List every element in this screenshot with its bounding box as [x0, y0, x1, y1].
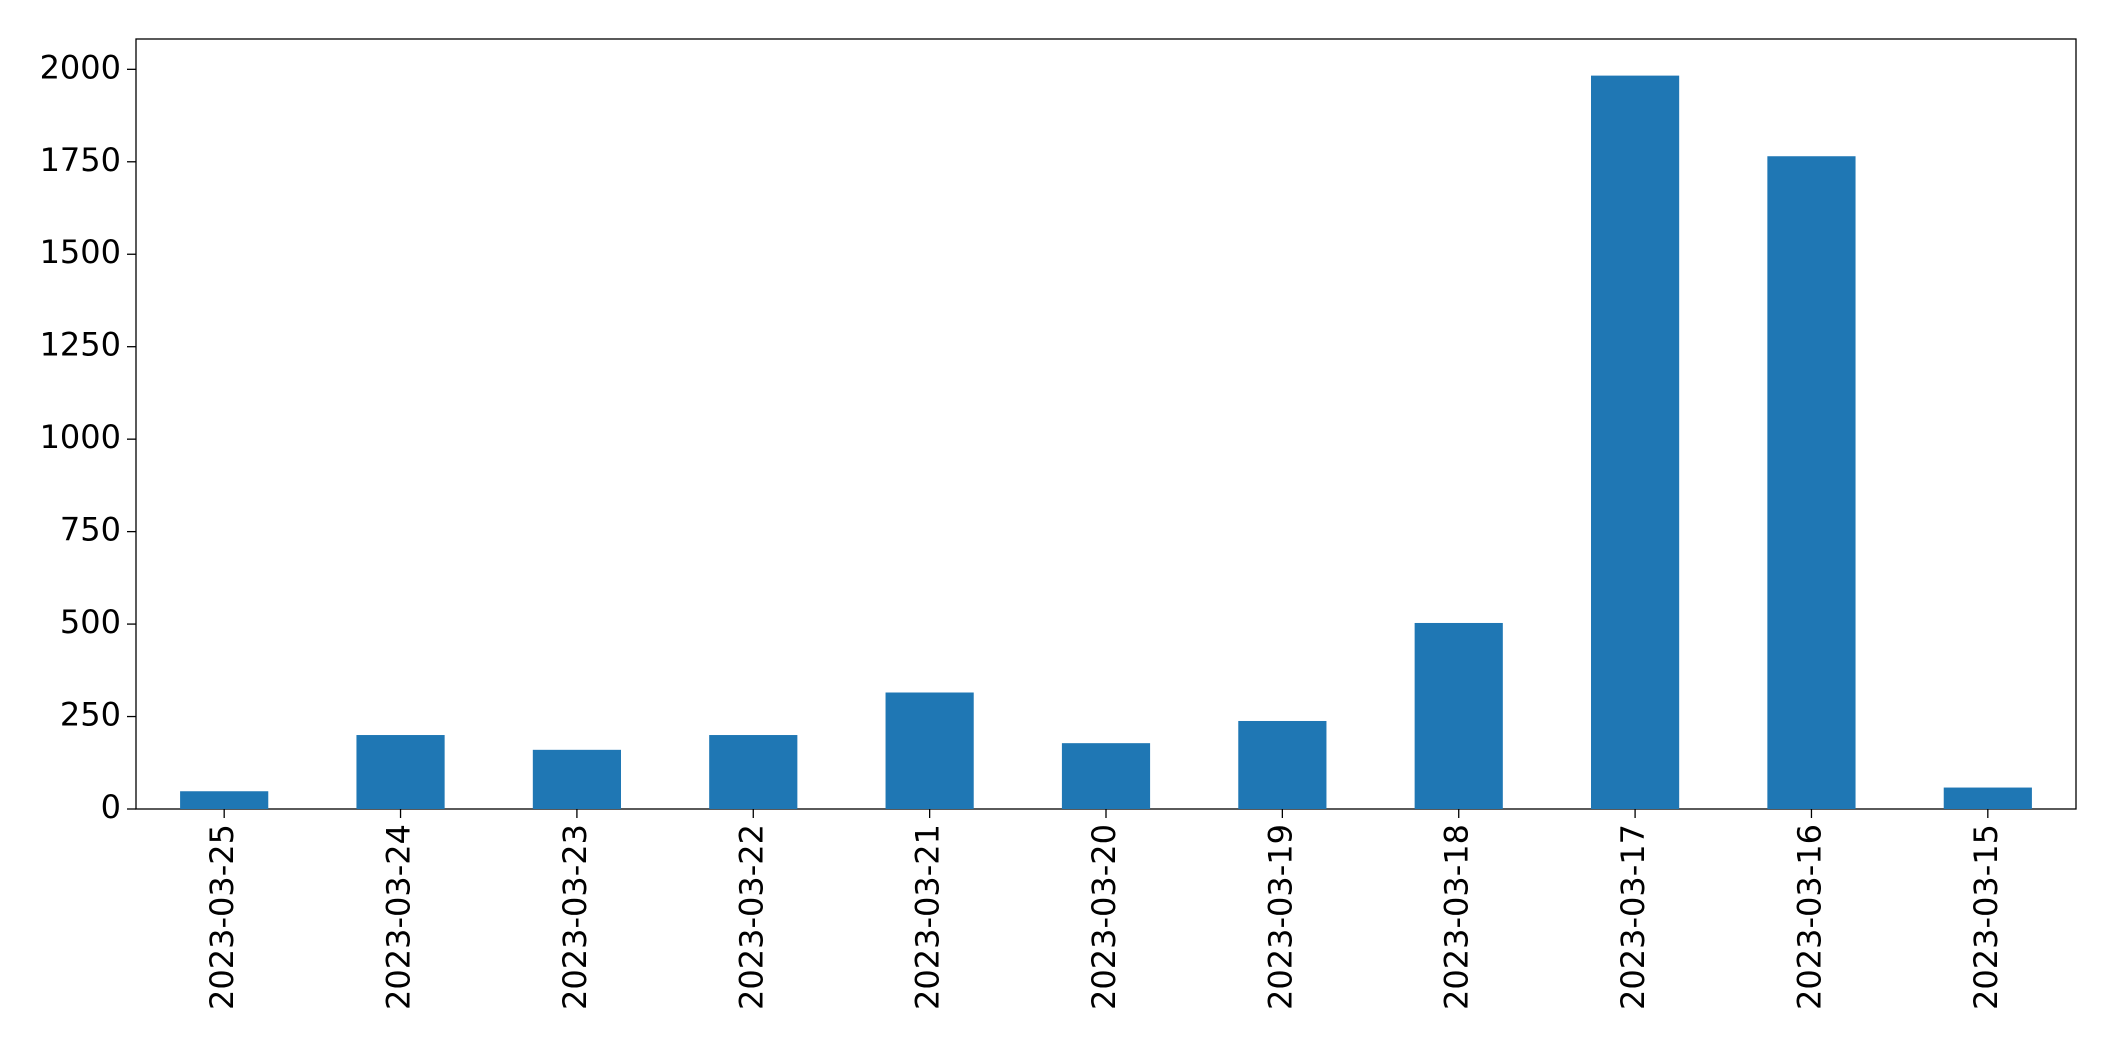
y-tick-label: 1250: [40, 326, 121, 364]
x-tick-label: 2023-03-17: [1614, 824, 1652, 1010]
y-tick-label: 0: [101, 788, 121, 826]
bar: [180, 791, 269, 809]
y-tick-label: 1000: [40, 418, 121, 456]
x-tick-label: 2023-03-18: [1438, 824, 1476, 1010]
x-tick-label: 2023-03-20: [1085, 824, 1123, 1010]
x-tick-label: 2023-03-24: [380, 824, 418, 1010]
x-tick-label: 2023-03-19: [1261, 824, 1299, 1010]
bar: [532, 749, 621, 809]
bar: [1943, 787, 2032, 809]
x-tick-label: 2023-03-21: [909, 824, 947, 1010]
y-tick-label: 1500: [40, 233, 121, 271]
y-tick-label: 250: [60, 696, 121, 734]
x-tick-label: 2023-03-16: [1790, 824, 1828, 1010]
bar: [1238, 720, 1327, 809]
x-tick-label: 2023-03-22: [732, 824, 770, 1010]
bar: [1767, 156, 1856, 810]
bar: [1591, 75, 1680, 809]
y-tick-label: 750: [60, 511, 121, 549]
x-tick-label: 2023-03-15: [1967, 824, 2005, 1010]
bar: [885, 692, 974, 809]
x-tick-label: 2023-03-23: [556, 824, 594, 1010]
bar: [356, 735, 445, 809]
y-tick-label: 2000: [40, 48, 121, 86]
y-tick-label: 500: [60, 603, 121, 641]
y-tick-label: 1750: [40, 141, 121, 179]
x-tick-label: 2023-03-25: [203, 824, 241, 1010]
bar: [709, 735, 798, 809]
bar: [1061, 743, 1151, 809]
bar: [1414, 622, 1503, 809]
